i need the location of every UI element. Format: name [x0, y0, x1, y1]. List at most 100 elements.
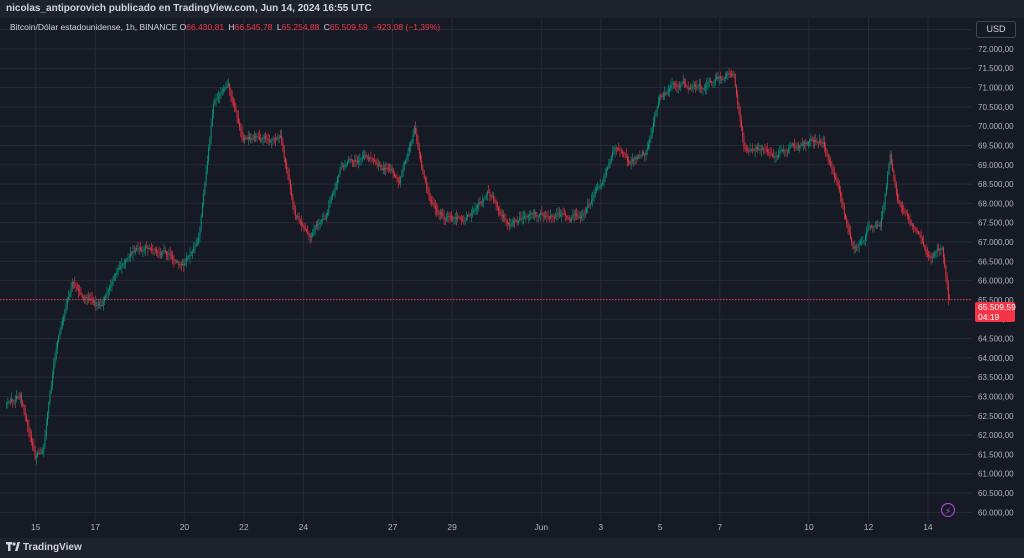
candle-body	[517, 220, 519, 222]
candle-body	[328, 206, 330, 213]
candle	[591, 193, 592, 205]
candle-body	[221, 91, 223, 93]
candle	[774, 152, 776, 164]
candle	[127, 252, 129, 263]
price-tick-label: 70.000,00	[978, 122, 1014, 131]
chart-area[interactable]	[0, 18, 1024, 538]
candle	[878, 221, 880, 227]
time-axis[interactable]: 15 17 20 22 24 27 29 Jun 3 5 7 10 12 14	[31, 522, 933, 532]
candle-body	[94, 301, 96, 303]
candle-body	[346, 162, 348, 164]
candle-body	[21, 395, 22, 403]
candle	[480, 200, 482, 206]
candle-body	[7, 402, 9, 404]
candle	[650, 127, 652, 143]
candle-body	[185, 258, 187, 263]
currency-button[interactable]: USD	[976, 21, 1016, 38]
candle-body	[139, 247, 141, 250]
candle	[911, 223, 913, 230]
candle-body	[736, 86, 737, 95]
candle-body	[707, 82, 709, 85]
candle-body	[682, 81, 684, 84]
candle	[164, 247, 166, 255]
candle	[281, 130, 283, 146]
candle	[432, 195, 434, 206]
candle	[333, 189, 335, 196]
candle-body	[151, 248, 153, 250]
candle	[308, 231, 310, 242]
candle	[919, 231, 921, 238]
candle	[402, 161, 404, 177]
candle	[705, 82, 706, 95]
price-axis[interactable]: 60.000,0060.500,0061.000,0061.500,0062.0…	[978, 26, 1014, 518]
lightning-icon[interactable]: ⚡	[941, 503, 955, 517]
candle	[136, 244, 138, 252]
candle	[220, 87, 222, 100]
candle	[612, 146, 614, 161]
candle-body	[796, 147, 798, 149]
candle	[516, 216, 518, 226]
candle-body	[61, 321, 63, 326]
candle	[623, 151, 625, 158]
candle	[573, 209, 575, 223]
candle-body	[780, 149, 782, 152]
candle-body	[183, 264, 185, 266]
candle	[75, 281, 77, 293]
candle	[45, 418, 47, 441]
candle	[340, 161, 342, 170]
candle-body	[563, 213, 565, 215]
candle-body	[304, 228, 306, 231]
candle-body	[743, 136, 745, 147]
candle-body	[871, 226, 873, 228]
candle-body	[143, 249, 145, 251]
candle	[117, 265, 119, 276]
candle-body	[436, 208, 438, 211]
candle-body	[96, 304, 98, 306]
candle	[769, 147, 771, 159]
candle-body	[463, 220, 465, 222]
candle	[418, 142, 420, 159]
candle-body	[29, 432, 31, 436]
candle-body	[765, 149, 767, 150]
candle-body	[192, 251, 193, 253]
candle-body	[260, 138, 262, 141]
candle	[215, 94, 217, 107]
candle-body	[582, 213, 584, 217]
candle	[672, 80, 674, 89]
candle-body	[651, 127, 653, 135]
candlestick-chart[interactable]: 60.000,0060.500,0061.000,0061.500,0062.0…	[0, 18, 1024, 538]
brand[interactable]: TradingView	[6, 542, 82, 554]
candle-body	[441, 212, 443, 214]
candle	[227, 78, 229, 88]
candle	[524, 210, 526, 220]
price-tick-label: 68.000,00	[978, 199, 1014, 208]
candle-body	[105, 295, 107, 298]
candle	[315, 221, 317, 230]
candle	[413, 125, 415, 137]
candle	[546, 211, 548, 223]
candle-body	[522, 217, 524, 219]
candle-body	[670, 85, 672, 89]
candle	[618, 142, 620, 151]
candle	[66, 297, 68, 310]
candle-body	[152, 249, 154, 251]
candle-body	[348, 160, 350, 163]
candle-body	[646, 148, 648, 152]
candle	[820, 138, 822, 146]
candle	[221, 87, 223, 96]
candle-body	[242, 137, 244, 141]
candle-body	[604, 174, 606, 178]
candle	[325, 212, 327, 222]
candle-body	[322, 219, 324, 221]
candle-body	[613, 150, 615, 153]
candle	[37, 450, 39, 458]
candle-body	[843, 206, 845, 215]
candle	[470, 209, 472, 222]
candle-body	[767, 149, 768, 152]
candle-body	[315, 224, 317, 227]
symbol-name: Bitcoin/Dólar estadounidense, 1h, BINANC…	[10, 22, 178, 32]
candle	[237, 110, 239, 125]
candle-body	[674, 82, 675, 84]
candle	[785, 147, 787, 158]
candle-body	[504, 217, 506, 220]
